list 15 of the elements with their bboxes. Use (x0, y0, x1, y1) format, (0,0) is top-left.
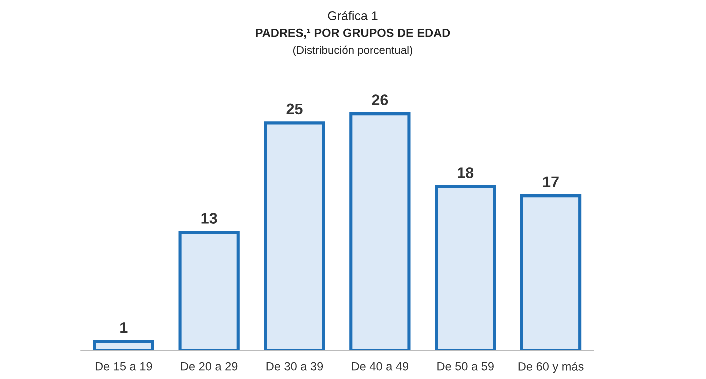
data-label: 1 (120, 322, 128, 334)
x-tick-label: De 40 a 49 (352, 362, 409, 371)
data-label: 18 (458, 168, 474, 178)
x-tick-label: De 20 a 29 (181, 362, 238, 371)
x-tick-label: De 15 a 19 (96, 362, 152, 371)
x-tick-label: De 30 a 39 (266, 362, 324, 371)
x-tick-label: De 60 y más (518, 362, 584, 374)
x-tick-label: De 50 a 59 (438, 362, 494, 371)
data-label: 26 (372, 94, 388, 106)
data-label: 13 (202, 213, 218, 224)
text: (Distribución porcentual) (293, 46, 413, 56)
chart-title: Gráfica 1 (328, 11, 378, 20)
data-label: 25 (286, 104, 303, 115)
chart-subtitle: PADRES,¹ POR GRUPOS DE EDAD (256, 28, 450, 39)
data-label: 17 (544, 176, 559, 188)
